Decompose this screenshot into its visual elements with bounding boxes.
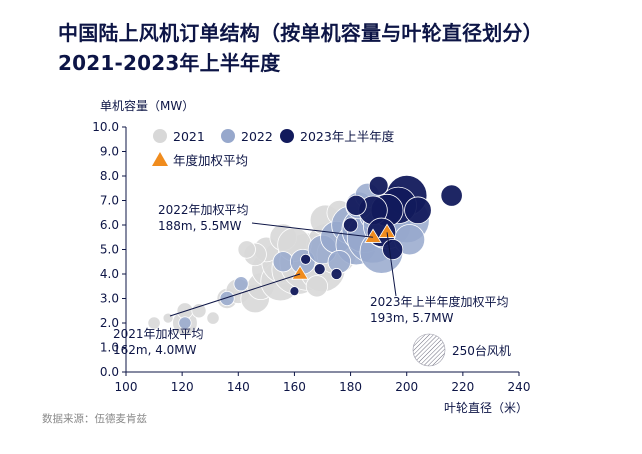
y-tick-label: 5.0 — [100, 243, 119, 257]
bubble-2023h1 — [330, 268, 343, 280]
bubble-2023h1 — [343, 217, 359, 233]
y-tick-label: 6.0 — [100, 218, 119, 232]
weighted-avg-label-2023H1: 2023年上半年度加权平均 — [370, 294, 509, 309]
y-tick-label: 4.0 — [100, 267, 119, 281]
weighted-avg-value-2021: 162m, 4.0MW — [113, 343, 197, 357]
bubble-2021 — [206, 311, 220, 325]
x-tick-label: 200 — [395, 380, 418, 394]
y-tick-label: 0.0 — [100, 365, 119, 379]
bubble-2022 — [233, 276, 249, 292]
legend-label-2023H1: 2023年上半年度 — [300, 129, 395, 144]
weighted-avg-marker-2022 — [364, 228, 382, 243]
bubble-2023h1 — [289, 286, 300, 297]
x-tick-label: 220 — [451, 380, 474, 394]
leader-line-2023H1 — [386, 232, 397, 297]
y-tick-label: 7.0 — [100, 194, 119, 208]
y-tick-label: 8.0 — [100, 169, 119, 183]
legend-swatch-avg — [152, 152, 168, 166]
weighted-avg-value-2023H1: 193m, 5.7MW — [370, 311, 454, 325]
weighted-avg-marker-2021 — [291, 265, 309, 280]
bubble-2022 — [219, 290, 235, 307]
bubble-2021 — [305, 275, 329, 298]
size-legend-circle — [412, 333, 446, 367]
y-tick-label: 10.0 — [92, 120, 119, 134]
bubble-2023h1 — [313, 263, 326, 276]
legend-swatch-2021 — [153, 129, 167, 143]
leader-line-2021 — [169, 273, 301, 317]
y-tick-label: 9.0 — [100, 145, 119, 159]
annotations: 2021年加权平均 162m, 4.0MW 2022年加权平均 188m, 5.5MW… — [113, 203, 511, 367]
x-axis-title: 叶轮直径（米） — [444, 401, 528, 415]
weighted-avg-label-2022: 2022年加权平均 — [158, 203, 249, 217]
x-tick-label: 140 — [227, 380, 250, 394]
weighted-avg-label-2021: 2021年加权平均 — [113, 327, 204, 341]
x-tick-label: 100 — [115, 380, 138, 394]
bubble-2023h1 — [300, 253, 312, 265]
y-axis-title: 单机容量（MW） — [100, 98, 194, 113]
y-tick-label: 1.0 — [100, 341, 119, 355]
bubble-2022 — [178, 316, 192, 330]
weighted-avg-marker-2023H1 — [378, 223, 396, 238]
bubble-2023h1 — [345, 194, 367, 216]
legend-label-2022: 2022 — [241, 129, 273, 144]
bubble-2021 — [162, 312, 174, 324]
bubble-2023h1 — [440, 184, 463, 207]
bubble-2023h1 — [382, 238, 404, 261]
y-tick-label: 2.0 — [100, 316, 119, 330]
x-tick-label: 180 — [339, 380, 362, 394]
bubble-2021 — [237, 240, 256, 259]
legend-swatch-2023H1 — [280, 129, 294, 143]
weighted-avg-value-2022: 188m, 5.5MW — [158, 219, 242, 233]
legend-label-2021: 2021 — [173, 129, 205, 144]
leader-line-2022 — [251, 222, 374, 238]
chart-title: 中国陆上风机订单结构（按单机容量与叶轮直径划分） 2021-2023年上半年度 — [58, 18, 543, 78]
source-note: 数据来源：伍德麦肯兹 — [42, 413, 147, 425]
size-legend-label: 250台风机 — [452, 343, 511, 358]
bubble-2023h1 — [404, 196, 432, 225]
x-tick-label: 160 — [283, 380, 306, 394]
title-line-2: 2021-2023年上半年度 — [58, 51, 281, 75]
axes: 0.0 1.0 2.0 3.0 4.0 5.0 6.0 7.0 8.0 9.0 10.0 100 120… — [92, 98, 530, 415]
y-tick-label: 3.0 — [100, 292, 119, 306]
bubble-2021 — [147, 316, 161, 330]
x-tick-label: 240 — [508, 380, 531, 394]
bubble-2021 — [191, 303, 207, 319]
legend-swatch-2022 — [221, 129, 235, 143]
legend-label-avg: 年度加权平均 — [173, 153, 248, 168]
bubble-2023h1 — [368, 175, 389, 196]
x-tick-label: 120 — [171, 380, 194, 394]
title-line-1: 中国陆上风机订单结构（按单机容量与叶轮直径划分） — [58, 21, 543, 45]
